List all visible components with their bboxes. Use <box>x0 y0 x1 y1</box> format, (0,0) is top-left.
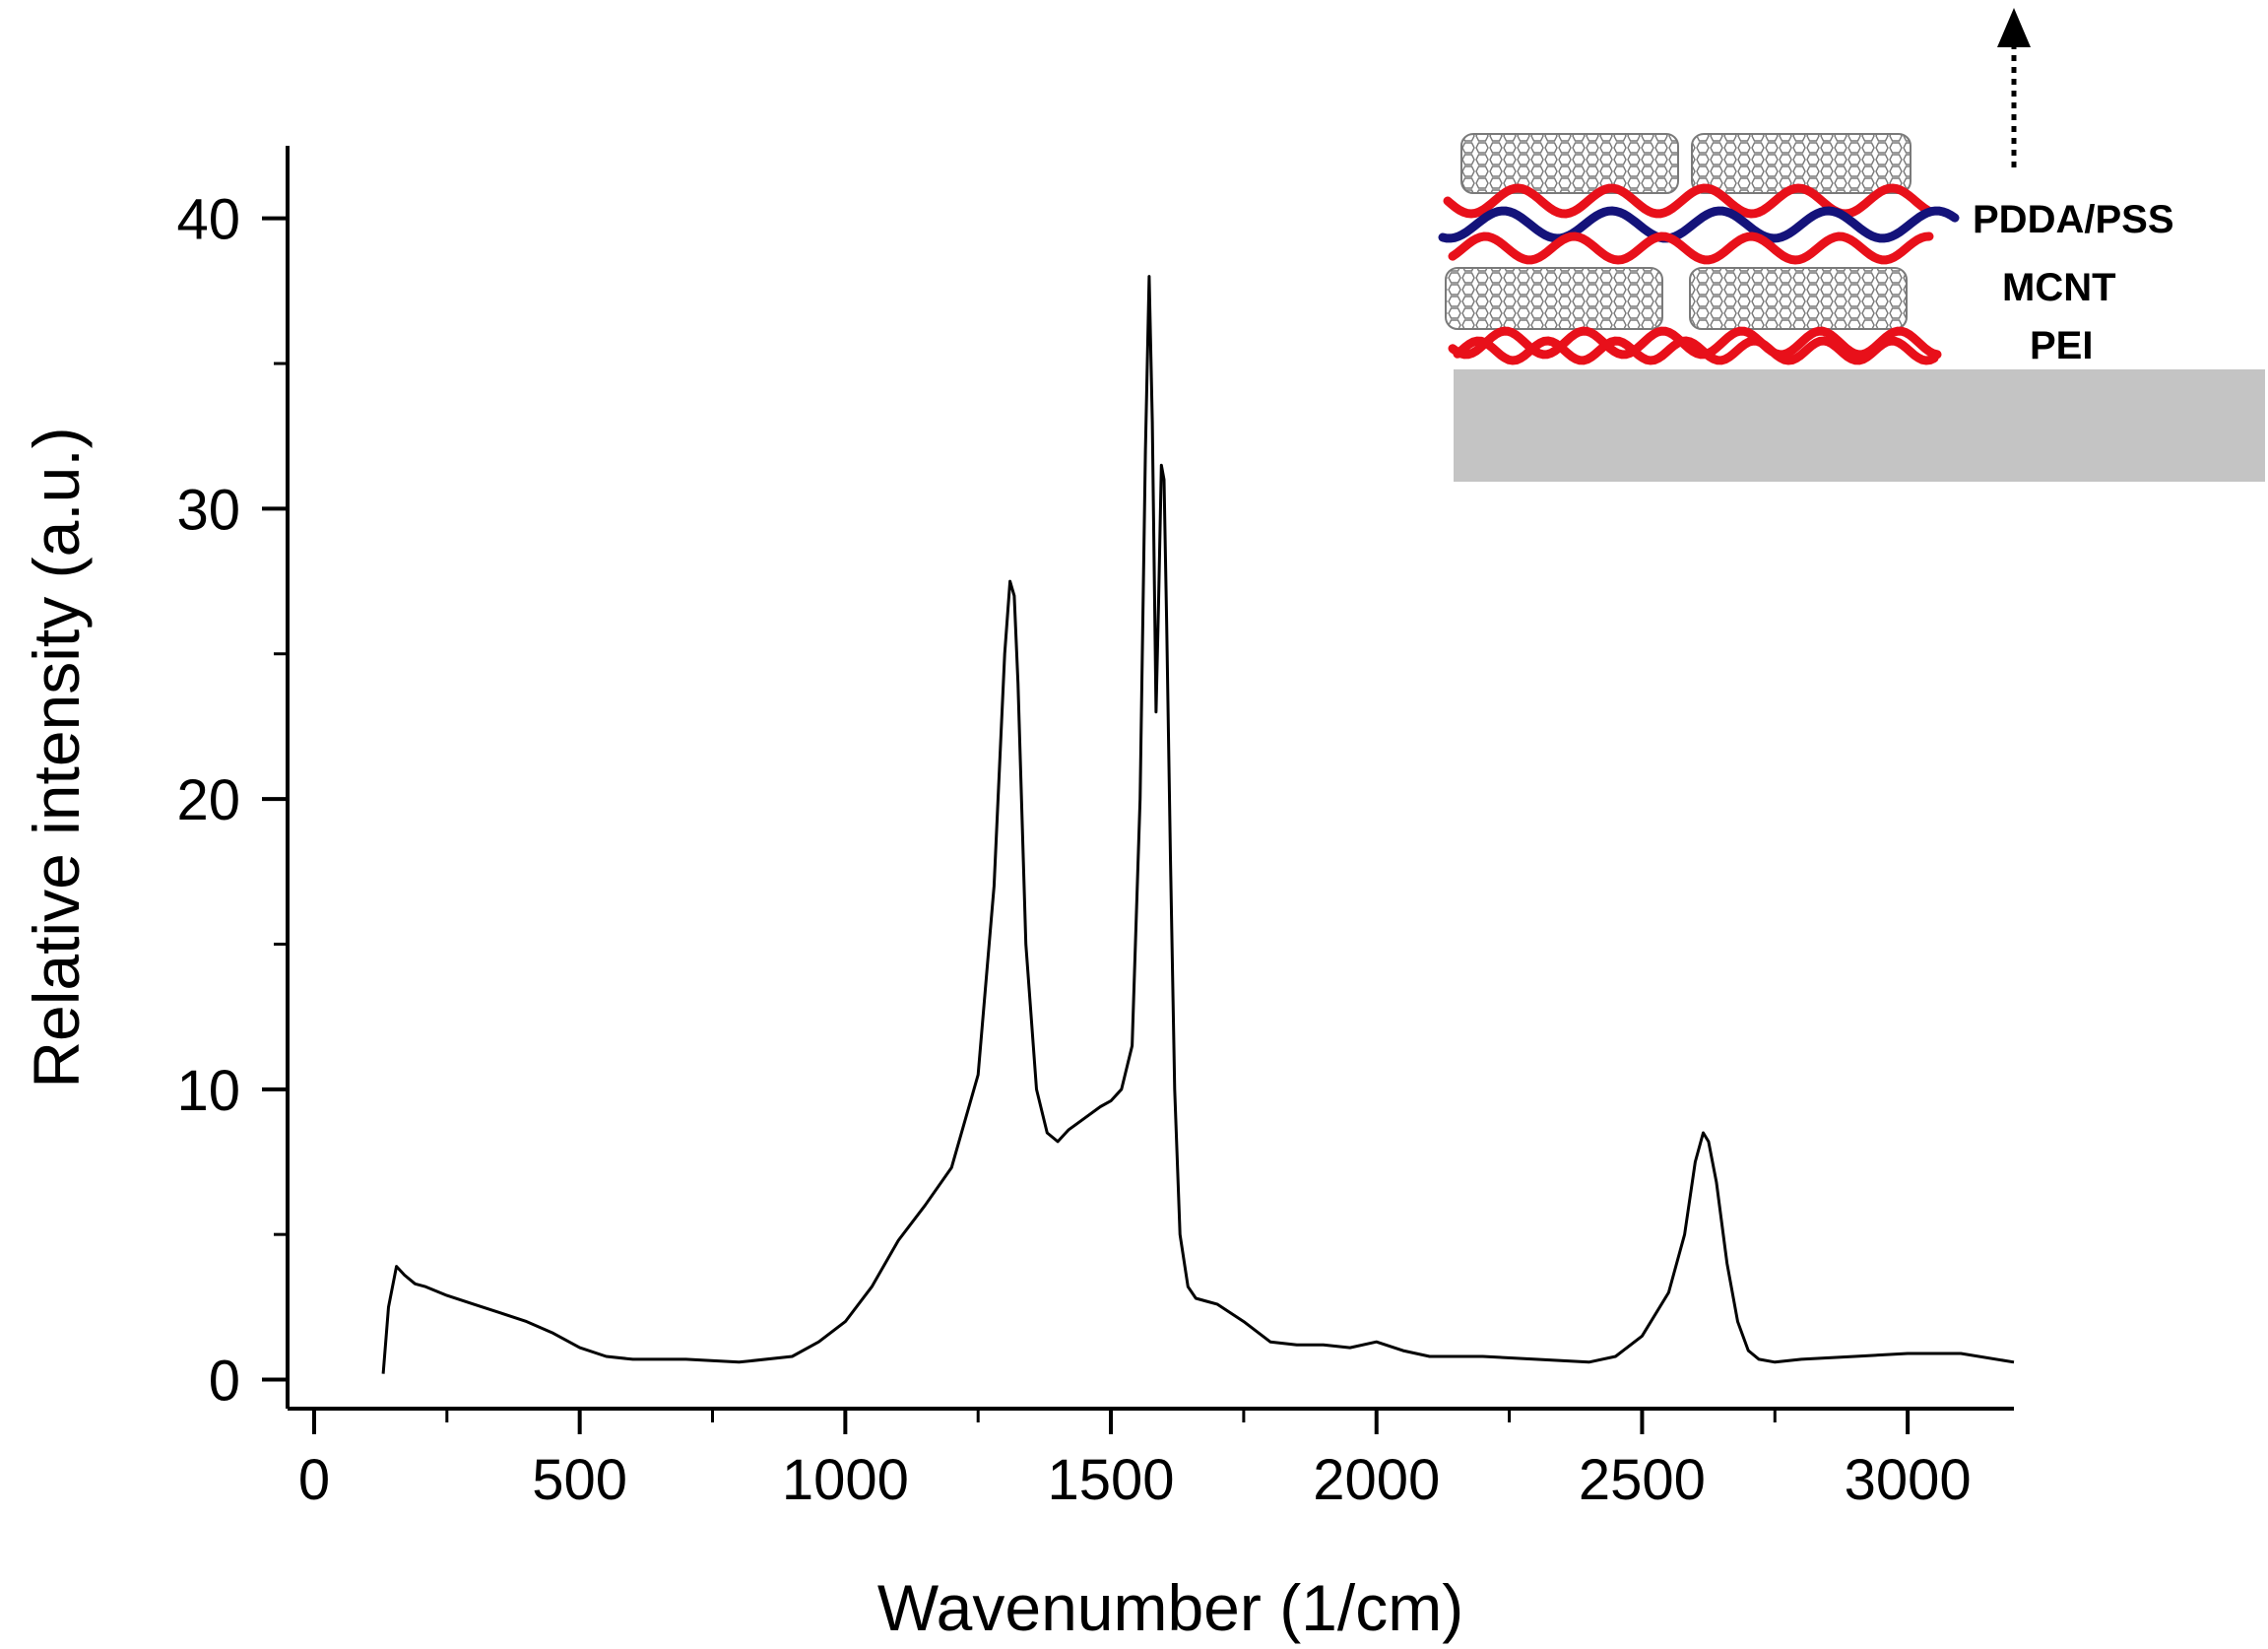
x-tick-label: 0 <box>298 1448 330 1512</box>
x-tick-label: 3000 <box>1845 1448 1972 1512</box>
mcnt-bottom-left <box>1445 267 1663 330</box>
inset-label-pei: PEI <box>2030 324 2093 367</box>
pei-chain-b <box>1453 336 1939 365</box>
substrate-block <box>1454 369 2265 482</box>
y-tick-label: 10 <box>176 1059 240 1123</box>
y-axis-title: Relative intensity (a.u.) <box>20 427 93 1088</box>
inset-label-mcnt: MCNT <box>2002 266 2116 309</box>
axis-ticks: 0 500 1000 1500 2000 2500 3000 0 10 20 30 40 <box>176 188 1971 1512</box>
mcnt-top-left <box>1460 133 1679 194</box>
y-tick-label: 40 <box>176 188 240 252</box>
y-tick-label: 20 <box>176 768 240 832</box>
arrow-head-icon <box>1997 8 2031 47</box>
x-tick-label: 2000 <box>1313 1448 1440 1512</box>
y-tick-label: 0 <box>209 1350 240 1414</box>
pdda-chain-upper <box>1443 183 1933 219</box>
pdda-chain-lower <box>1448 231 1934 265</box>
inset-label-pdda-pss: PDDA/PSS <box>1973 198 2174 241</box>
mcnt-bottom-right <box>1689 267 1908 330</box>
x-tick-label: 2500 <box>1579 1448 1706 1512</box>
mcnt-top-right <box>1691 133 1912 194</box>
plot-area: 0 500 1000 1500 2000 2500 3000 0 10 20 30 40 <box>176 146 2015 1512</box>
x-tick-label: 500 <box>532 1448 627 1512</box>
x-axis-title: Wavenumber (1/cm) <box>877 1571 1463 1644</box>
spectrum-line <box>381 275 2015 1374</box>
y-tick-label: 30 <box>176 478 240 542</box>
x-tick-label: 1500 <box>1048 1448 1175 1512</box>
x-tick-label: 1000 <box>782 1448 909 1512</box>
layer-structure-inset: PDDA/PSS MCNT PEI <box>1438 8 2265 482</box>
pss-chain <box>1438 206 1960 243</box>
